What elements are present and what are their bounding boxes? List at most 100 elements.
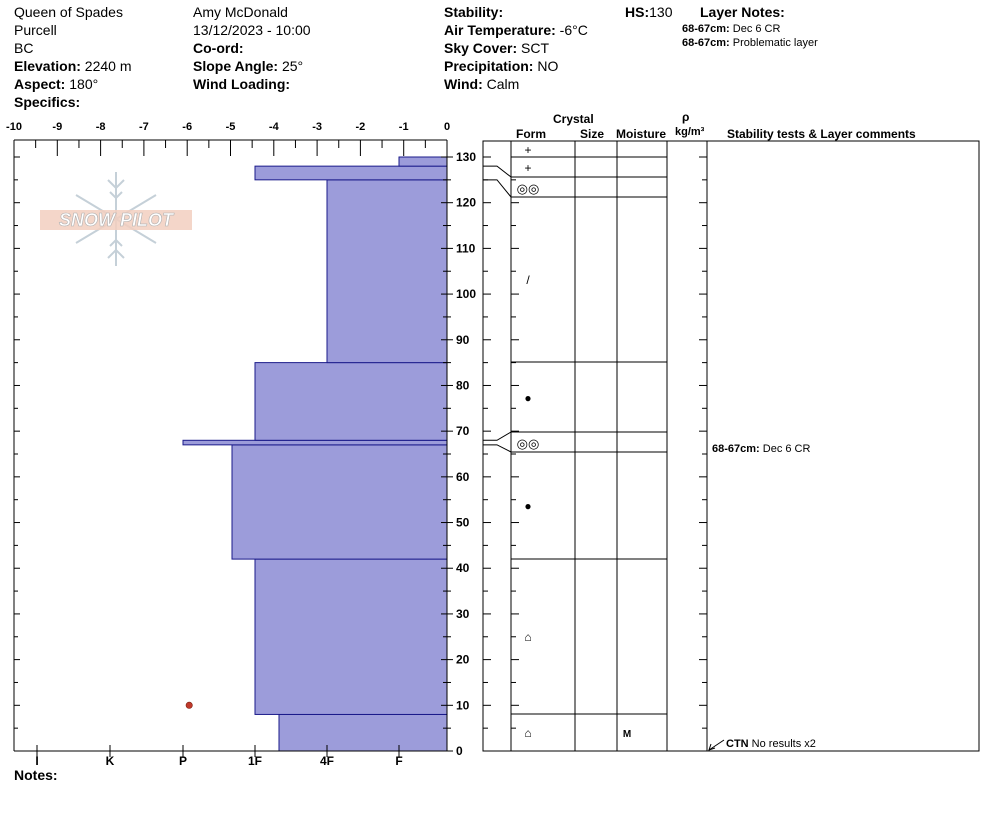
hardness-bar (182, 439, 448, 446)
hardness-bar (231, 444, 448, 560)
layer-comment: 68-67cm: Dec 6 CR (712, 441, 810, 457)
crystal-form-glyph: + (524, 143, 531, 157)
hardness-tick-label: 4F (320, 754, 334, 768)
hardness-bar (254, 362, 448, 441)
elevation: Elevation: 2240 m (14, 58, 132, 74)
layer-note-1: 68-67cm: Dec 6 CR (682, 23, 780, 36)
height-tick-label: 110 (456, 241, 476, 255)
crystal-header: Crystal (553, 112, 594, 126)
height-tick-label: 80 (456, 378, 470, 392)
hardness-tick-label: I (35, 754, 38, 768)
range: Purcell (14, 22, 57, 38)
temperature-tick-label: -5 (226, 121, 236, 133)
elevation-value: 2240 m (84, 58, 132, 74)
temperature-tick-label: 0 (444, 121, 450, 133)
crystal-form-glyph: ◎◎ (517, 181, 540, 196)
height-tick-label: 60 (456, 470, 470, 484)
density-rho-header: ρ (682, 110, 690, 124)
temperature-tick-label: -7 (139, 121, 149, 133)
comments-header: Stability tests & Layer comments (727, 127, 916, 141)
slope-label: Slope Angle: (193, 58, 279, 74)
elevation-label: Elevation: (14, 58, 81, 74)
crystal-form-glyph: / (526, 273, 530, 287)
test-code: CTN (726, 738, 749, 750)
layer-note-text: Dec 6 CR (732, 23, 781, 35)
height-tick-label: 120 (456, 196, 476, 210)
temperature-tick-label: -10 (6, 121, 22, 133)
aspect-value: 180° (69, 76, 99, 92)
test-text: No results x2 (751, 738, 816, 750)
aspect: Aspect: 180° (14, 76, 98, 92)
hardness-tick-label: F (395, 754, 402, 768)
height-tick-label: 70 (456, 424, 470, 438)
height-tick-label: 30 (456, 607, 470, 621)
crystal-form-glyph: ● (524, 391, 531, 405)
temperature-point (185, 701, 193, 709)
datetime: 13/12/2023 - 10:00 (193, 22, 311, 38)
wind-loading-label: Wind Loading: (193, 76, 291, 92)
layer-notes-label: Layer Notes: (700, 4, 785, 20)
hardness-bar (254, 165, 448, 181)
slope-value: 25° (281, 58, 304, 74)
hardness-tick-label: K (106, 754, 115, 768)
wind-value: Calm (486, 76, 520, 92)
precipitation: Precipitation: NO (444, 58, 558, 74)
layer-note-depth: 68-67cm: (682, 37, 730, 49)
layer-note-text: Problematic layer (732, 37, 818, 49)
height-tick-label: 100 (456, 287, 476, 301)
snowpilot-logo: SNOW PILOT (40, 172, 192, 266)
hardness-tick-label: P (179, 754, 187, 768)
hardness-bar (278, 713, 448, 752)
observer: Amy McDonald (193, 4, 288, 20)
notes-label: Notes: (14, 767, 58, 783)
sky-label: Sky Cover: (444, 40, 518, 56)
temperature-tick-label: -1 (399, 121, 409, 133)
stability-label: Stability: (444, 4, 504, 20)
specifics-label: Specifics: (14, 94, 81, 110)
crystal-form-glyph: ⌂ (524, 630, 531, 644)
hardness-tick-label: 1F (248, 754, 262, 768)
crystal-form-glyph: + (524, 161, 531, 175)
hs-label: HS: (625, 4, 650, 20)
crystal-form-glyph: ● (524, 499, 531, 513)
test-result-arrow (708, 739, 725, 751)
sky-cover: Sky Cover: SCT (444, 40, 549, 56)
layer-connector (483, 431, 512, 441)
air-temp-label: Air Temperature: (444, 22, 556, 38)
temperature-tick-label: -8 (96, 121, 106, 133)
hardness-bar (398, 156, 448, 167)
logo-text: SNOW PILOT (59, 210, 175, 230)
moisture-header: Moisture (616, 127, 667, 141)
logo-band (40, 210, 192, 230)
precip-value: NO (537, 58, 559, 74)
temperature-tick-label: -6 (182, 121, 192, 133)
density-unit-header: kg/m³ (675, 126, 705, 138)
location: Queen of Spades (14, 4, 123, 20)
layer-connector (483, 179, 512, 198)
layer-note-2: 68-67cm: Problematic layer (682, 37, 818, 50)
coord-label: Co-ord: (193, 40, 244, 56)
moisture-value: M (623, 729, 631, 740)
crystal-form-glyph: ⌂ (524, 726, 531, 740)
temperature-tick-label: -3 (312, 121, 322, 133)
layer-connector (483, 444, 512, 453)
snow-height: HS:130 (625, 4, 672, 20)
height-tick-label: 50 (456, 516, 470, 530)
temperature-tick-label: -2 (356, 121, 366, 133)
layer-table-frame (482, 140, 980, 752)
temperature-tick-label: -4 (269, 121, 280, 133)
slope-angle: Slope Angle: 25° (193, 58, 303, 74)
form-header: Form (516, 127, 546, 141)
layer-note-depth: 68-67cm: (682, 23, 730, 35)
layer-comment-depth: 68-67cm: (712, 443, 760, 455)
height-tick-label: 40 (456, 561, 470, 575)
hardness-bar (326, 179, 448, 364)
layer-comment-text: Dec 6 CR (762, 443, 811, 455)
precip-label: Precipitation: (444, 58, 534, 74)
state: BC (14, 40, 34, 56)
air-temp-value: -6°C (559, 22, 588, 38)
wind: Wind: Calm (444, 76, 519, 92)
sky-value: SCT (521, 40, 550, 56)
crystal-form-glyph: ◎◎ (517, 436, 540, 451)
